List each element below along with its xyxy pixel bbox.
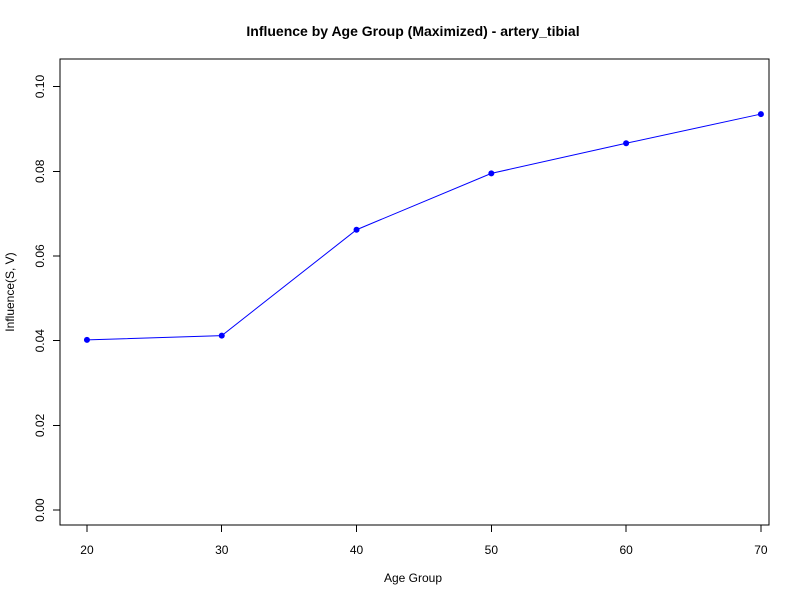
y-axis-label: Influence(S, V) — [3, 252, 17, 331]
series-layer — [83, 111, 764, 343]
series-line — [86, 113, 762, 341]
data-point — [83, 336, 90, 343]
plot-frame — [59, 58, 770, 526]
y-tick-label: 0.08 — [33, 159, 47, 183]
data-point — [623, 140, 630, 147]
y-tick-label: 0.00 — [33, 498, 47, 522]
data-point — [757, 111, 764, 118]
y-tick-label: 0.10 — [33, 75, 47, 99]
x-tick-label: 60 — [619, 543, 633, 557]
y-tick-label: 0.04 — [33, 329, 47, 353]
x-tick-label: 40 — [350, 543, 364, 557]
data-point — [353, 226, 360, 233]
x-axis-label: Age Group — [384, 571, 442, 585]
chart-title: Influence by Age Group (Maximized) - art… — [246, 23, 579, 39]
x-tick-label: 30 — [215, 543, 229, 557]
y-tick-label: 0.06 — [33, 244, 47, 268]
x-axis: 20 30 40 50 60 70 — [80, 525, 768, 557]
data-point — [488, 170, 495, 177]
x-tick-label: 20 — [80, 543, 94, 557]
y-axis: 0.00 0.02 0.04 0.06 0.08 0.10 — [33, 75, 60, 522]
x-tick-label: 50 — [485, 543, 499, 557]
x-tick-label: 70 — [754, 543, 768, 557]
y-tick-label: 0.02 — [33, 413, 47, 437]
data-point — [218, 332, 225, 339]
